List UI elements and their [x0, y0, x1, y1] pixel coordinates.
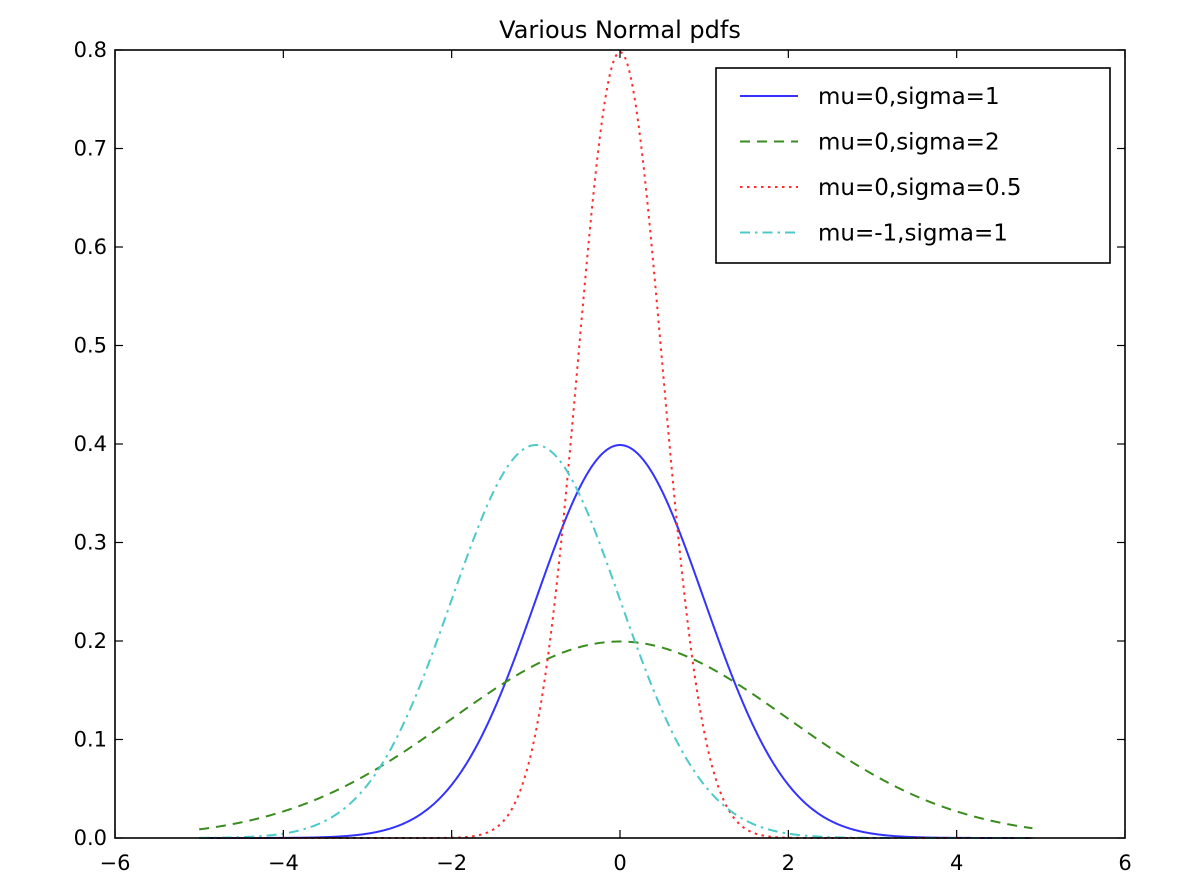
legend-label-3: mu=-1,sigma=1 [818, 221, 1008, 247]
y-tick-label: 0.2 [74, 629, 107, 653]
x-tick-label: 4 [950, 851, 963, 875]
y-tick-label: 0.7 [74, 137, 107, 161]
legend-box [715, 67, 1111, 264]
y-tick-label: 0.6 [74, 235, 107, 259]
series-line-0 [199, 444, 1033, 839]
y-tick-label: 0.8 [74, 38, 107, 62]
y-tick-label: 0.0 [74, 826, 107, 850]
x-tick-label: −6 [100, 851, 131, 875]
legend-label-2: mu=0,sigma=0.5 [818, 175, 1022, 201]
series-line-2 [199, 51, 1033, 839]
chart-title: Various Normal pdfs [499, 16, 741, 44]
y-tick-label: 0.3 [74, 531, 107, 555]
series-line-1 [199, 640, 1033, 831]
legend: mu=0,sigma=1 mu=0,sigma=2 mu=0,sigma=0.5 mu… [715, 67, 1111, 264]
legend-label-1: mu=0,sigma=2 [818, 130, 1000, 156]
plot-area [199, 51, 1033, 839]
x-tick-label: −4 [268, 851, 299, 875]
x-tick-label: 2 [782, 851, 795, 875]
legend-label-0: mu=0,sigma=1 [818, 84, 1000, 110]
plot-frame [114, 49, 1126, 839]
series-line-3 [199, 444, 1033, 839]
x-tick-label: 6 [1118, 851, 1131, 875]
y-tick-label: 0.1 [74, 728, 107, 752]
y-tick-label: 0.4 [74, 432, 107, 456]
x-tick-label: 0 [613, 851, 626, 875]
x-tick-label: −2 [436, 851, 467, 875]
y-tick-label: 0.5 [74, 334, 107, 358]
axis-ticks: −6 −4 −2 0 2 4 6 0.0 0.1 0.2 0.3 0.4 0.5 0.6 0.7 0.8 [74, 38, 1132, 875]
